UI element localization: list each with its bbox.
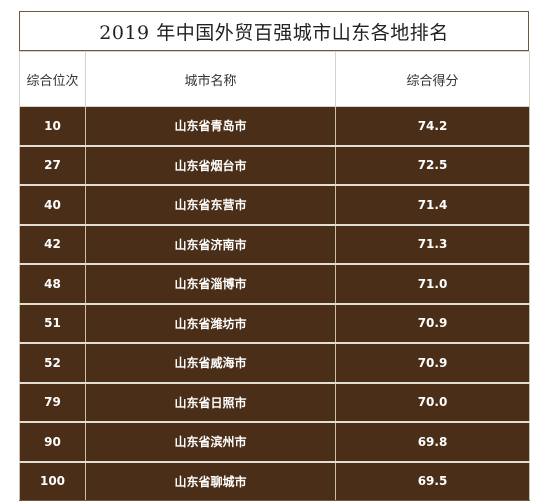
city-cell: 山东省日照市 (85, 382, 336, 423)
rank-cell: 40 (19, 185, 86, 226)
city-cell: 山东省淄博市 (85, 264, 336, 305)
rank-cell: 42 (19, 224, 86, 265)
score-cell: 74.2 (335, 106, 530, 147)
city-cell: 山东省济南市 (85, 224, 336, 265)
column-header-city: 城市名称 (85, 51, 336, 107)
table-row: 40 山东省东营市 71.4 (19, 185, 530, 226)
table-row: 52 山东省威海市 70.9 (19, 343, 530, 384)
city-cell: 山东省威海市 (85, 343, 336, 384)
city-cell: 山东省青岛市 (85, 106, 336, 147)
score-cell: 72.5 (335, 145, 530, 186)
city-cell: 山东省烟台市 (85, 145, 336, 186)
table-row: 79 山东省日照市 70.0 (19, 382, 530, 423)
table-header-row: 综合位次 城市名称 综合得分 (19, 51, 530, 107)
table-row: 100 山东省聊城市 69.5 (19, 461, 530, 501)
ranking-table: 综合位次 城市名称 综合得分 10 山东省青岛市 74.2 27 山东省烟台市 … (19, 51, 530, 501)
score-cell: 71.0 (335, 264, 530, 305)
rank-cell: 79 (19, 382, 86, 423)
column-header-score: 综合得分 (335, 51, 530, 107)
score-cell: 70.9 (335, 343, 530, 384)
rank-cell: 10 (19, 106, 86, 147)
table-row: 48 山东省淄博市 71.0 (19, 264, 530, 305)
city-cell: 山东省滨州市 (85, 422, 336, 463)
rank-cell: 48 (19, 264, 86, 305)
rank-cell: 90 (19, 422, 86, 463)
rank-cell: 51 (19, 303, 86, 344)
score-cell: 71.4 (335, 185, 530, 226)
city-cell: 山东省聊城市 (85, 461, 336, 501)
ranking-document: 2019 年中国外贸百强城市山东各地排名 综合位次 城市名称 综合得分 10 山… (19, 11, 530, 501)
page-title: 2019 年中国外贸百强城市山东各地排名 (19, 11, 529, 51)
table-row: 42 山东省济南市 71.3 (19, 224, 530, 265)
table-row: 51 山东省潍坊市 70.9 (19, 303, 530, 344)
table-row: 90 山东省滨州市 69.8 (19, 422, 530, 463)
rank-cell: 52 (19, 343, 86, 384)
city-cell: 山东省东营市 (85, 185, 336, 226)
score-cell: 70.9 (335, 303, 530, 344)
table-row: 27 山东省烟台市 72.5 (19, 145, 530, 186)
rank-cell: 100 (19, 461, 86, 501)
table-row: 10 山东省青岛市 74.2 (19, 106, 530, 147)
rank-cell: 27 (19, 145, 86, 186)
city-cell: 山东省潍坊市 (85, 303, 336, 344)
score-cell: 69.5 (335, 461, 530, 501)
score-cell: 69.8 (335, 422, 530, 463)
score-cell: 70.0 (335, 382, 530, 423)
score-cell: 71.3 (335, 224, 530, 265)
column-header-rank: 综合位次 (19, 51, 86, 107)
